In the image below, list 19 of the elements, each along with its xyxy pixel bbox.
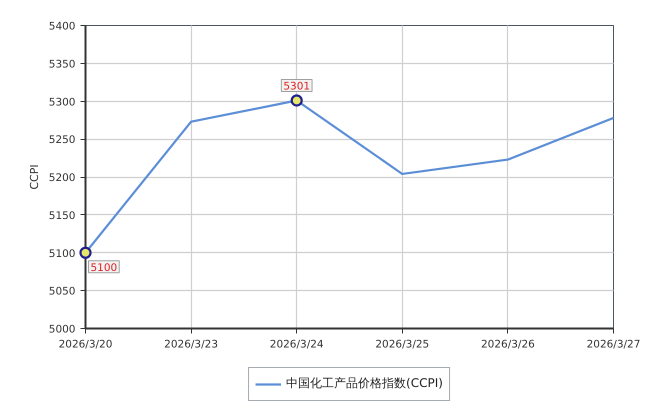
y-tick-label: 5050	[48, 286, 76, 298]
y-axis-title: CCPI	[28, 164, 41, 190]
y-tick-label: 5200	[48, 172, 76, 184]
x-tick-label: 2026/3/23	[164, 338, 218, 350]
y-tick-label: 5350	[48, 58, 76, 70]
y-tick-label: 5400	[48, 20, 76, 32]
y-tick-label: 5250	[48, 134, 76, 146]
x-tick-label: 2026/3/25	[375, 338, 430, 350]
y-tick-label: 5000	[48, 324, 76, 336]
legend-label: 中国化工产品价格指数(CCPI)	[286, 375, 443, 392]
data-label: 5100	[90, 262, 118, 274]
data-label: 5301	[283, 80, 310, 92]
y-tick-label: 5100	[48, 248, 76, 260]
x-tick-label: 2026/3/24	[270, 338, 324, 350]
y-tick-label: 5300	[48, 96, 76, 108]
x-tick-label: 2026/3/27	[586, 338, 640, 350]
x-tick-label: 2026/3/20	[58, 338, 112, 350]
y-tick-label: 5150	[48, 210, 76, 222]
x-tick-label: 2026/3/26	[480, 338, 536, 350]
